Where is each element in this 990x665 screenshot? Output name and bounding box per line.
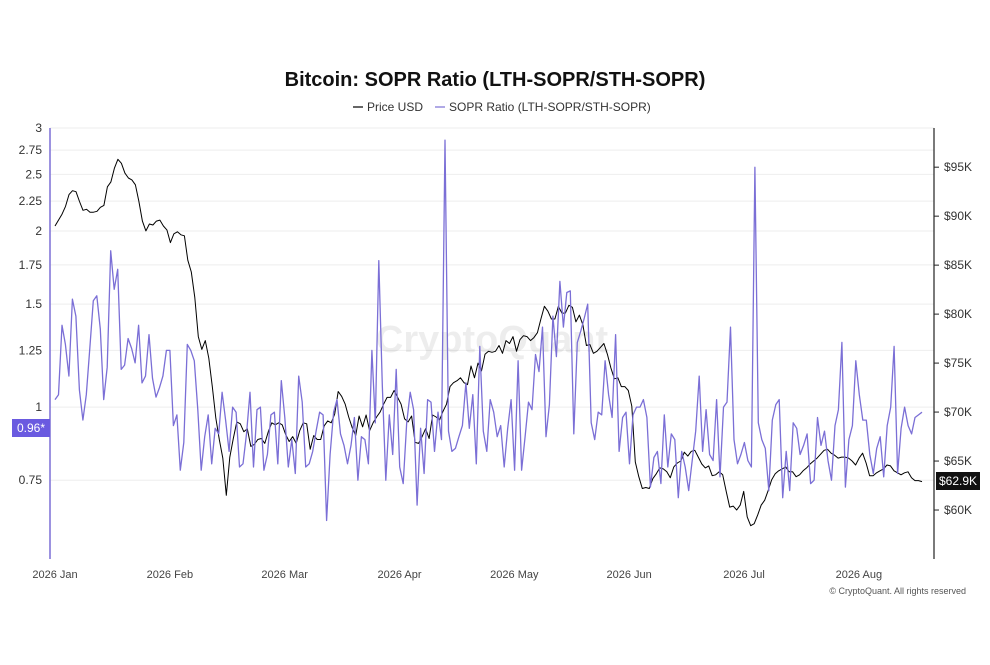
x-tick-label: 2026 May (490, 569, 539, 581)
left-tick-label: 1.75 (19, 258, 43, 272)
left-axis-ticks: 0.75 1 1.25 1.5 1.75 2 2.25 2.5 2.75 3 (19, 121, 43, 487)
right-axis-ticks: $60K $65K $70K $75K $80K $85K $90K $95K (934, 160, 972, 517)
left-tick-label: 0.75 (19, 473, 43, 487)
right-tick-label: $60K (944, 503, 972, 517)
left-tick-label: 1.5 (25, 297, 42, 311)
right-tick-label: $75K (944, 356, 972, 370)
x-tick-label: 2026 Jul (723, 569, 765, 581)
left-tick-label: 1.25 (19, 343, 43, 357)
left-current-value-label: 0.96* (17, 421, 45, 435)
left-tick-label: 2.5 (25, 167, 42, 181)
right-tick-label: $90K (944, 209, 972, 223)
right-tick-label: $70K (944, 405, 972, 419)
x-tick-label: 2026 Mar (261, 569, 308, 581)
copyright-credit: © CryptoQuant. All rights reserved (829, 586, 966, 596)
price-usd-line (54, 158, 923, 527)
plot-area (54, 139, 923, 527)
x-tick-label: 2026 Apr (377, 569, 421, 581)
gridlines (50, 127, 934, 481)
x-tick-label: 2026 Jun (607, 569, 652, 581)
x-axis-ticks: 2026 Jan 2026 Feb 2026 Mar 2026 Apr 2026 May… (32, 569, 882, 581)
right-tick-label: $85K (944, 258, 972, 272)
chart-title: Bitcoin: SOPR Ratio (LTH-SOPR/STH-SOPR) (285, 69, 706, 91)
sopr-ratio-line (54, 139, 923, 522)
right-tick-label: $95K (944, 160, 972, 174)
left-tick-label: 1 (35, 400, 42, 414)
left-tick-label: 2.75 (19, 143, 43, 157)
legend-label-sopr[interactable]: SOPR Ratio (LTH-SOPR/STH-SOPR) (449, 100, 651, 114)
left-tick-label: 3 (35, 121, 42, 135)
left-tick-label: 2.25 (19, 194, 43, 208)
left-current-value-marker: 0.96* (12, 419, 50, 437)
x-tick-label: 2026 Feb (147, 569, 193, 581)
right-current-value-badge (936, 472, 980, 490)
right-current-value-label: $62.9K (939, 474, 977, 488)
x-tick-label: 2026 Jan (32, 569, 77, 581)
legend: Price USD SOPR Ratio (LTH-SOPR/STH-SOPR) (353, 100, 651, 114)
left-tick-label: 2 (35, 224, 42, 238)
right-tick-label: $65K (944, 454, 972, 468)
left-current-value-badge (12, 419, 50, 437)
right-current-value-marker: $62.9K (936, 472, 980, 490)
watermark: CryptoQuant (376, 319, 609, 361)
legend-label-price[interactable]: Price USD (367, 100, 423, 114)
right-tick-label: $80K (944, 307, 972, 321)
x-tick-label: 2026 Aug (836, 569, 883, 581)
